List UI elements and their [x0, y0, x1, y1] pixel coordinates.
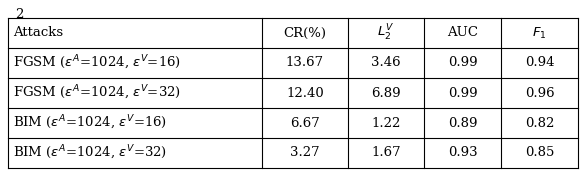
Text: $L_2^V$: $L_2^V$	[377, 23, 394, 43]
Text: $F_1$: $F_1$	[532, 26, 547, 40]
Text: 0.99: 0.99	[448, 86, 478, 99]
Text: 0.99: 0.99	[448, 56, 478, 70]
Text: 2: 2	[15, 8, 23, 21]
Text: BIM ($\epsilon^A$=1024, $\epsilon^V$=16): BIM ($\epsilon^A$=1024, $\epsilon^V$=16)	[13, 114, 167, 132]
Text: 0.82: 0.82	[525, 117, 554, 130]
Text: 3.46: 3.46	[371, 56, 401, 70]
Text: 1.22: 1.22	[372, 117, 401, 130]
Text: 6.89: 6.89	[371, 86, 401, 99]
Text: CR(%): CR(%)	[283, 27, 326, 39]
Text: FGSM ($\epsilon^A$=1024, $\epsilon^V$=16): FGSM ($\epsilon^A$=1024, $\epsilon^V$=16…	[13, 54, 180, 72]
Text: Attacks: Attacks	[13, 27, 63, 39]
Text: 1.67: 1.67	[371, 146, 401, 159]
Text: 12.40: 12.40	[286, 86, 323, 99]
Text: 0.89: 0.89	[448, 117, 478, 130]
Text: 6.67: 6.67	[290, 117, 320, 130]
Text: 0.94: 0.94	[525, 56, 554, 70]
Text: BIM ($\epsilon^A$=1024, $\epsilon^V$=32): BIM ($\epsilon^A$=1024, $\epsilon^V$=32)	[13, 144, 167, 162]
Text: 3.27: 3.27	[290, 146, 319, 159]
Text: 0.85: 0.85	[525, 146, 554, 159]
Text: 0.93: 0.93	[448, 146, 478, 159]
Text: 0.96: 0.96	[525, 86, 554, 99]
Text: AUC: AUC	[447, 27, 478, 39]
Text: 13.67: 13.67	[286, 56, 324, 70]
Text: FGSM ($\epsilon^A$=1024, $\epsilon^V$=32): FGSM ($\epsilon^A$=1024, $\epsilon^V$=32…	[13, 84, 180, 102]
